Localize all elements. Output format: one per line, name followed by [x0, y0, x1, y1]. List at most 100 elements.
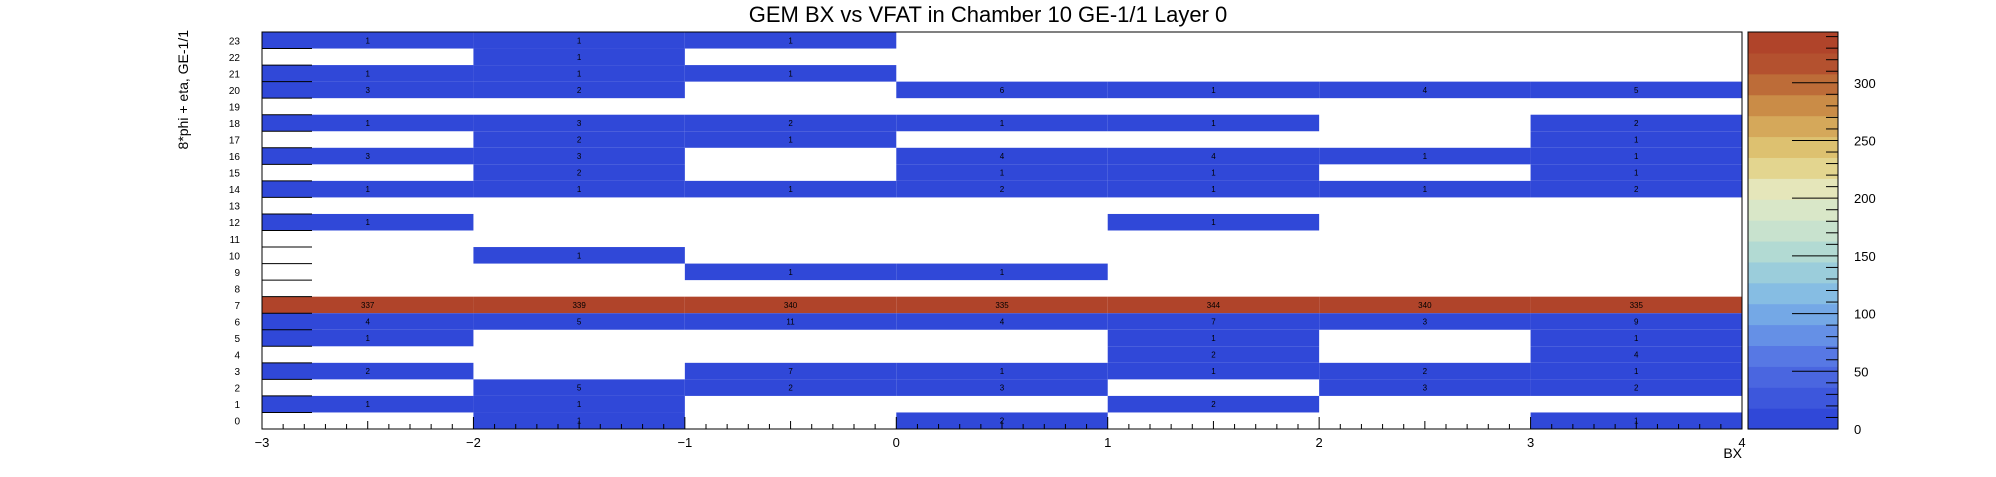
heatmap-cell [684, 180, 897, 198]
heatmap-cell [473, 81, 685, 99]
cell-value-label: 1 [1000, 268, 1005, 277]
heatmap-cell [1107, 213, 1320, 231]
heatmap-cell [896, 114, 1108, 132]
cell-value-label: 1 [365, 36, 370, 45]
heatmap-cell [684, 362, 897, 380]
heatmap-cell [1107, 329, 1320, 347]
cell-value-label: 1 [1211, 185, 1216, 194]
cell-value-label: 344 [1207, 301, 1221, 310]
colorbar-segment [1748, 345, 1838, 367]
colorbar-segment [1748, 324, 1838, 347]
y-tick-label: 19 [229, 102, 241, 113]
colorbar-tick-label: 50 [1854, 364, 1868, 379]
cell-value-label: 2 [1211, 400, 1216, 409]
colorbar-segment [1748, 282, 1838, 305]
colorbar-tick-label: 200 [1854, 191, 1876, 206]
cell-value-label: 6 [1000, 86, 1005, 95]
cell-value-label: 1 [1211, 119, 1216, 128]
cell-value-label: 1 [1423, 152, 1428, 161]
cell-value-label: 11 [786, 317, 795, 326]
y-tick-label: 3 [234, 367, 240, 378]
cell-value-label: 1 [1423, 185, 1428, 194]
y-tick-label: 4 [234, 351, 240, 362]
y-tick-label: 5 [234, 334, 240, 345]
cell-value-label: 2 [1634, 384, 1639, 393]
y-tick-label: 20 [229, 86, 241, 97]
heatmap-cell [1530, 164, 1742, 181]
cell-value-label: 1 [1634, 169, 1639, 178]
y-tick-label: 10 [229, 251, 241, 262]
cell-value-label: 2 [788, 119, 793, 128]
cell-value-label: 335 [1630, 301, 1644, 310]
y-tick-label: 16 [229, 152, 241, 163]
cell-value-label: 4 [1423, 86, 1428, 95]
colorbar-tick-label: 150 [1854, 249, 1876, 264]
heatmap-cell [1319, 379, 1531, 396]
cell-value-label: 339 [572, 301, 586, 310]
cell-value-label: 1 [1211, 218, 1216, 227]
heatmap-cell [896, 296, 1108, 314]
heatmap-cells [262, 32, 1742, 429]
heatmap-cell [473, 114, 685, 132]
cell-value-label: 1 [1211, 334, 1216, 343]
heatmap-cell [1530, 329, 1742, 347]
heatmap-cell [896, 263, 1108, 281]
heatmap-cell [1107, 313, 1320, 330]
colorbar-segment [1748, 387, 1838, 409]
heatmap-cell [896, 180, 1108, 198]
x-axis-title: BX [1723, 445, 1742, 461]
heatmap-cell [1530, 147, 1742, 165]
x-axis: −3 −2 −1 0 1 2 3 4 [255, 417, 1746, 450]
cell-value-label: 2 [1211, 351, 1216, 360]
cell-value-label: 340 [1418, 301, 1432, 310]
colorbar-segment [1748, 52, 1838, 75]
colorbar-segment [1748, 220, 1838, 242]
heatmap-cell [473, 379, 685, 396]
cell-value-label: 335 [995, 301, 1009, 310]
cell-value-label: 1 [1211, 169, 1216, 178]
cell-value-label: 5 [577, 317, 582, 326]
heatmap-cell [1530, 131, 1742, 148]
y-tick-label: 0 [234, 417, 240, 428]
heatmap-cell [262, 32, 474, 49]
cell-value-label: 1 [365, 400, 370, 409]
heatmap-cell [473, 147, 685, 165]
colorbar-segment [1748, 115, 1838, 138]
heatmap-cell [262, 296, 474, 314]
heatmap-cell [1530, 313, 1742, 330]
colorbar-segment [1748, 136, 1838, 158]
heatmap-cell [473, 180, 685, 198]
cell-value-label: 4 [1000, 317, 1005, 326]
cell-value-label: 7 [788, 367, 793, 376]
cell-value-label: 1 [577, 400, 582, 409]
colorbar-segment [1748, 178, 1838, 200]
y-tick-label: 22 [229, 53, 241, 64]
cell-value-label: 5 [577, 384, 582, 393]
y-tick-label: 6 [234, 317, 240, 328]
heatmap-cell [1319, 296, 1531, 314]
heatmap-cell [262, 313, 474, 330]
heatmap-cell [262, 81, 474, 99]
heatmap-cell [473, 313, 685, 330]
x-tick-label: 0 [893, 435, 900, 450]
cell-value-label: 1 [365, 119, 370, 128]
heatmap-cell [1319, 180, 1531, 198]
x-tick-label: 2 [1316, 435, 1323, 450]
heatmap-cell [473, 412, 685, 429]
y-tick-label: 1 [234, 400, 240, 411]
cell-value-label: 5 [1634, 86, 1639, 95]
cell-value-label: 1 [788, 136, 793, 145]
cell-value-label: 1 [365, 185, 370, 194]
cell-value-label: 1 [1634, 367, 1639, 376]
heatmap-cell [1530, 379, 1742, 396]
y-tick-label: 8 [234, 284, 240, 295]
heatmap-cell [1107, 180, 1320, 198]
cell-value-label: 1 [1211, 86, 1216, 95]
cell-value-label: 4 [1000, 152, 1005, 161]
cell-value-label: 2 [1634, 185, 1639, 194]
cell-value-label: 3 [1000, 384, 1005, 393]
heatmap-cell [1319, 362, 1531, 380]
cell-value-label: 1 [577, 251, 582, 260]
heatmap-cell [1530, 412, 1742, 429]
